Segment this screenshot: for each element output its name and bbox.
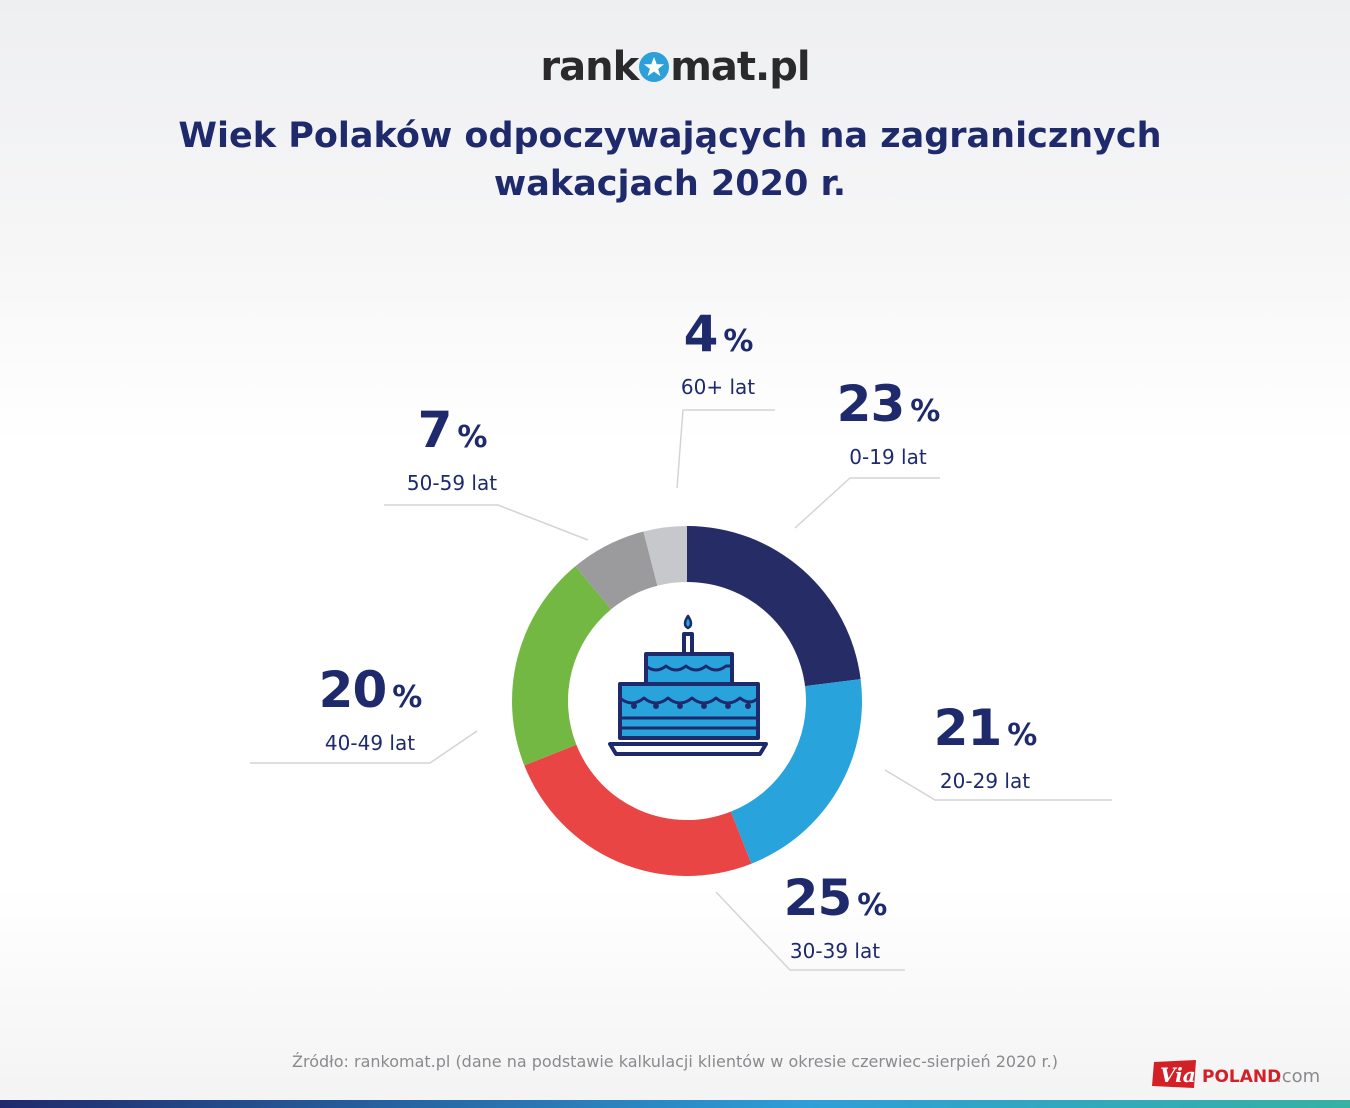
bottom-accent-bar bbox=[0, 1100, 1350, 1108]
leader-line-0-19-lat bbox=[794, 477, 940, 529]
value-unit: % bbox=[723, 324, 753, 359]
data-label-0-19-lat: 23% 0-19 lat bbox=[778, 378, 998, 470]
source-note: Źródło: rankomat.pl (dane na podstawie k… bbox=[292, 1052, 1058, 1071]
value-unit: % bbox=[457, 420, 487, 455]
slice-30-39-lat bbox=[524, 744, 752, 877]
value-unit: % bbox=[392, 680, 422, 715]
chart-title-line2: wakacjach 2020 r. bbox=[493, 164, 847, 204]
data-label-category: 0-19 lat bbox=[849, 445, 927, 469]
data-label-value: 23% bbox=[778, 378, 998, 438]
slice-50-59-lat bbox=[575, 531, 658, 610]
slice-40-49-lat bbox=[512, 566, 612, 766]
data-label-50-59-lat: 7% 50-59 lat bbox=[342, 404, 562, 496]
logo-text-prefix: rank bbox=[540, 44, 639, 90]
data-label-category: 30-39 lat bbox=[789, 939, 881, 963]
star-icon bbox=[639, 52, 670, 82]
leader-line-50-59-lat bbox=[384, 504, 589, 541]
data-label-value: 20% bbox=[260, 664, 480, 724]
data-label-value: 4% bbox=[608, 308, 828, 368]
birthday-cake-icon bbox=[608, 614, 768, 756]
chart-title: Wiek Polaków odpoczywających na zagranic… bbox=[150, 112, 1190, 208]
data-label-category: 20-29 lat bbox=[939, 769, 1031, 793]
rankomat-logo: rank mat.pl bbox=[0, 44, 1350, 90]
slice-20-29-lat bbox=[730, 679, 862, 864]
data-label-category: 50-59 lat bbox=[406, 471, 498, 495]
value-unit: % bbox=[910, 394, 940, 429]
data-label-value: 21% bbox=[875, 702, 1095, 762]
data-label-20-29-lat: 21% 20-29 lat bbox=[875, 702, 1095, 794]
data-label-category: 60+ lat bbox=[680, 375, 756, 399]
value-unit: % bbox=[857, 888, 887, 923]
slice-0-19-lat bbox=[687, 526, 861, 687]
data-label-60plus-lat: 4% 60+ lat bbox=[608, 308, 828, 400]
data-label-40-49-lat: 20% 40-49 lat bbox=[260, 664, 480, 756]
watermark-com: .com bbox=[1276, 1066, 1320, 1087]
viapoland-watermark: Via POLAND .com bbox=[1152, 1060, 1320, 1088]
value-number: 23 bbox=[836, 375, 906, 433]
chart-title-line1: Wiek Polaków odpoczywających na zagranic… bbox=[178, 116, 1162, 156]
data-label-value: 7% bbox=[342, 404, 562, 464]
data-label-value: 25% bbox=[725, 872, 945, 932]
leader-line-60plus-lat bbox=[676, 409, 775, 489]
value-number: 7 bbox=[417, 401, 453, 459]
logo-text-suffix: mat.pl bbox=[670, 44, 810, 90]
leader-line-20-29-lat bbox=[884, 769, 1112, 801]
value-unit: % bbox=[1007, 718, 1037, 753]
value-number: 21 bbox=[933, 699, 1003, 757]
data-label-category: 40-49 lat bbox=[324, 731, 416, 755]
leader-line-30-39-lat bbox=[715, 891, 905, 971]
data-label-30-39-lat: 25% 30-39 lat bbox=[725, 872, 945, 964]
watermark-poland: POLAND bbox=[1202, 1067, 1281, 1087]
watermark-via: Via bbox=[1160, 1063, 1196, 1087]
value-number: 25 bbox=[783, 869, 853, 927]
value-number: 4 bbox=[683, 305, 719, 363]
leader-line-40-49-lat bbox=[250, 730, 478, 764]
slice-60plus-lat bbox=[643, 526, 687, 586]
value-number: 20 bbox=[318, 661, 388, 719]
